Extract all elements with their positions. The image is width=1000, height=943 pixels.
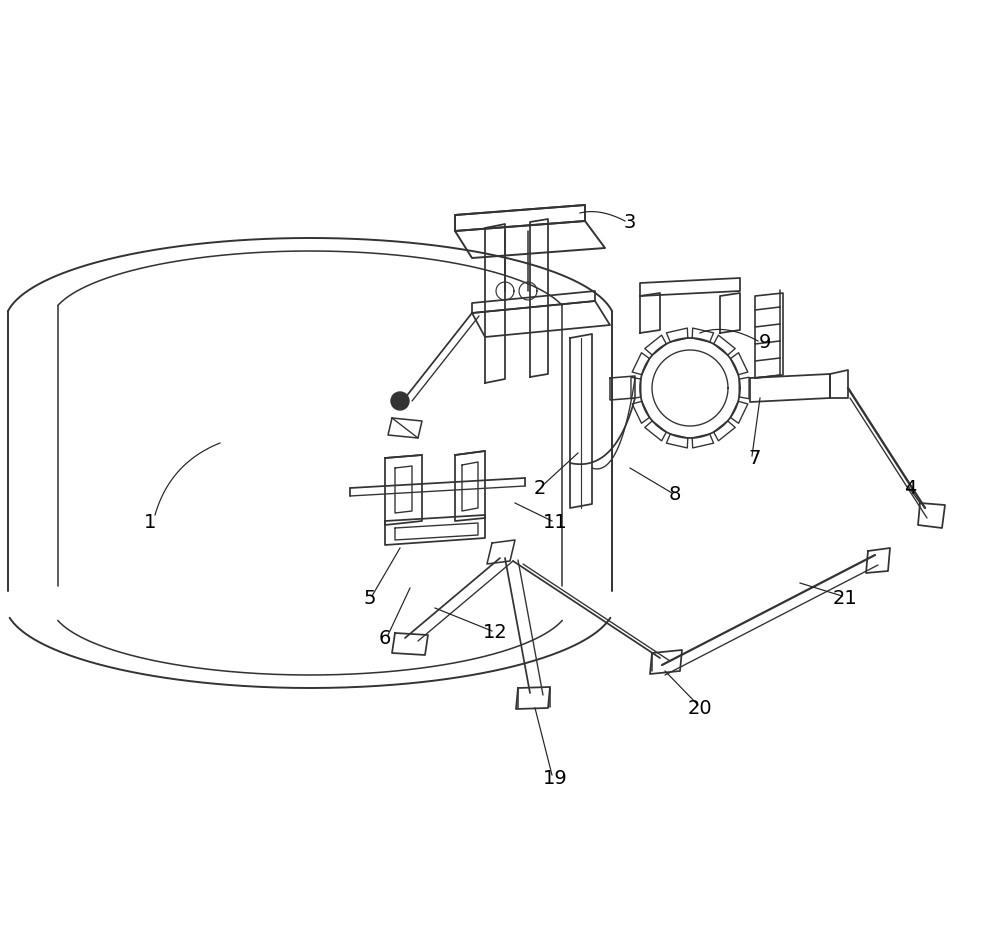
Text: 1: 1 [144, 514, 156, 533]
Text: 5: 5 [364, 588, 376, 607]
Text: 3: 3 [624, 213, 636, 233]
Text: 4: 4 [904, 478, 916, 498]
Text: 9: 9 [759, 334, 771, 353]
Text: 19: 19 [543, 769, 567, 787]
Text: 8: 8 [669, 486, 681, 505]
Text: 2: 2 [534, 478, 546, 498]
Text: 12: 12 [483, 623, 507, 642]
Circle shape [391, 392, 409, 410]
Text: 7: 7 [749, 449, 761, 468]
Text: 11: 11 [543, 514, 567, 533]
Text: 21: 21 [833, 588, 857, 607]
Text: 20: 20 [688, 699, 712, 718]
Text: 6: 6 [379, 628, 391, 648]
